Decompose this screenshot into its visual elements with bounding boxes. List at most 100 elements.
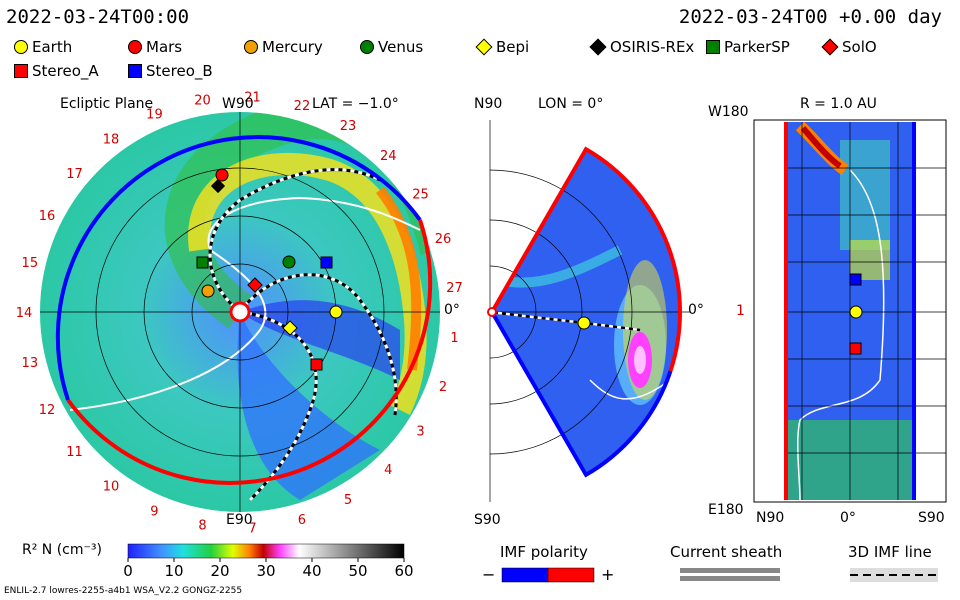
legend-circle-icon [244,40,258,54]
carrington-tick-label: 19 [146,108,163,123]
legend-item-osiris-rex: OSIRIS-REx [589,38,695,56]
legend-item-stereo-a: Stereo_A [14,62,99,80]
solo-marker [247,277,263,293]
stereo-a-marker [310,358,323,371]
legend-circle-icon [128,40,142,54]
imf-polarity-title: IMF polarity [500,543,588,561]
colorbar-label: R² N (cm⁻³) [22,542,102,558]
footer-model-info: ENLIL-2.7 lowres-2255-a4b1 WSA_V2.2 GONG… [4,586,243,596]
legend-label: OSIRIS-REx [610,38,695,56]
legend-item-mars: Mars [128,38,182,56]
rplane-x-right: S90 [918,510,945,526]
carrington-tick-label: 25 [412,187,429,202]
legend-label: Stereo_B [146,62,213,80]
carrington-tick-label: 4 [384,463,392,478]
ecliptic-polarity-positive [66,219,433,485]
imf-positive-swatch [547,567,595,583]
meridional-right-label: 0° [688,302,704,318]
parkersp-marker [196,256,209,269]
rplane-earth-marker [849,305,863,319]
meridional-sun [487,307,497,317]
legend-label: Mercury [262,38,323,56]
carrington-tick-label: 8 [198,519,206,534]
carrington-tick-label: 22 [294,99,311,114]
meridional-top-left: N90 [474,96,503,112]
colorbar-tick-label: 30 [256,562,276,580]
legend-label: SolO [842,38,877,56]
bepi-marker [282,320,298,336]
legend-item-mercury: Mercury [244,38,323,56]
rplane-grid [786,122,946,500]
carrington-tick-label: 9 [150,504,158,519]
osiris-rex-marker [210,178,226,194]
legend-label: Bepi [496,38,530,56]
carrington-tick-label: 7 [248,522,256,537]
ecliptic-imf-lines [208,168,398,502]
colorbar-tick-label: 10 [164,562,184,580]
colorbar-tick-label: 20 [210,562,230,580]
stereo-b-marker [320,256,333,269]
legend-diamond-icon [589,38,607,56]
legend-item-solo: SolO [821,38,877,56]
ecliptic-polarity-negative [55,135,422,401]
carrington-tick-label: 18 [103,133,120,148]
rplane-top-left: W180 [708,104,749,120]
imf-negative-swatch [501,567,549,583]
rplane-stereo-b-marker [849,273,862,286]
meridional-structures [498,245,671,405]
legend-circle-icon [360,40,374,54]
legend-label: ParkerSP [724,38,790,56]
rplane-r-label: R = 1.0 AU [800,96,877,112]
meridional-grid [489,120,690,502]
carrington-tick-label: 15 [22,256,39,271]
header-left-time: 2022-03-24T00:00 [6,6,190,28]
carrington-tick-label: 21 [244,90,261,105]
legend-item-parkersp: ParkerSP [706,38,790,56]
venus-marker [282,255,296,269]
carrington-tick-label: 12 [39,403,56,418]
legend-label: Venus [378,38,424,56]
rplane-x-left: N90 [756,510,785,526]
carrington-tick-label: 24 [380,149,397,164]
legend-label: Stereo_A [32,62,99,80]
ecliptic-title: Ecliptic Plane [60,96,154,112]
rplane-stereo-a-marker [849,342,862,355]
earth-marker [329,305,343,319]
colorbar-tick-label: 0 [123,562,133,580]
carrington-tick-label: 3 [416,425,424,440]
carrington-tick-label: 13 [22,356,39,371]
ecliptic-top-label: W90 [222,96,254,112]
meridional-bottom-left: S90 [474,512,501,528]
rplane-x-mid: 0° [840,510,856,526]
imf-minus-label: − [482,565,496,584]
mercury-marker [201,284,215,298]
header-right-time: 2022-03-24T00 +0.00 day [678,6,942,28]
mars-marker [215,168,229,182]
legend-item-venus: Venus [360,38,423,56]
carrington-tick-label: 16 [39,209,56,224]
carrington-tick-label: 23 [340,119,357,134]
imf-line-title: 3D IMF line [848,543,932,561]
meridional-polarity-positive [490,146,682,372]
current-sheath-swatch [680,568,780,581]
legend-square-icon [14,64,28,78]
legend-square-icon [706,40,720,54]
legend-item-bepi: Bepi [475,38,530,56]
legend-item-stereo-b: Stereo_B [128,62,213,80]
carrington-tick-label: 5 [344,493,352,508]
legend-diamond-icon [821,38,839,56]
imf-plus-label: + [601,565,615,584]
carrington-tick-label: 11 [66,445,83,460]
meridional-lon-label: LON = 0° [538,96,604,112]
meridional-earth-marker [577,316,591,330]
ecliptic-lat-label: LAT = −1.0° [312,96,399,112]
legend-square-icon [128,64,142,78]
carrington-tick-label: 17 [66,167,83,182]
colorbar-ticks [127,558,405,562]
colorbar-tick-label: 60 [394,562,414,580]
carrington-tick-label: 10 [103,479,120,494]
rplane-bottom-left: E180 [708,502,744,518]
carrington-tick-label: 1 [450,331,458,346]
